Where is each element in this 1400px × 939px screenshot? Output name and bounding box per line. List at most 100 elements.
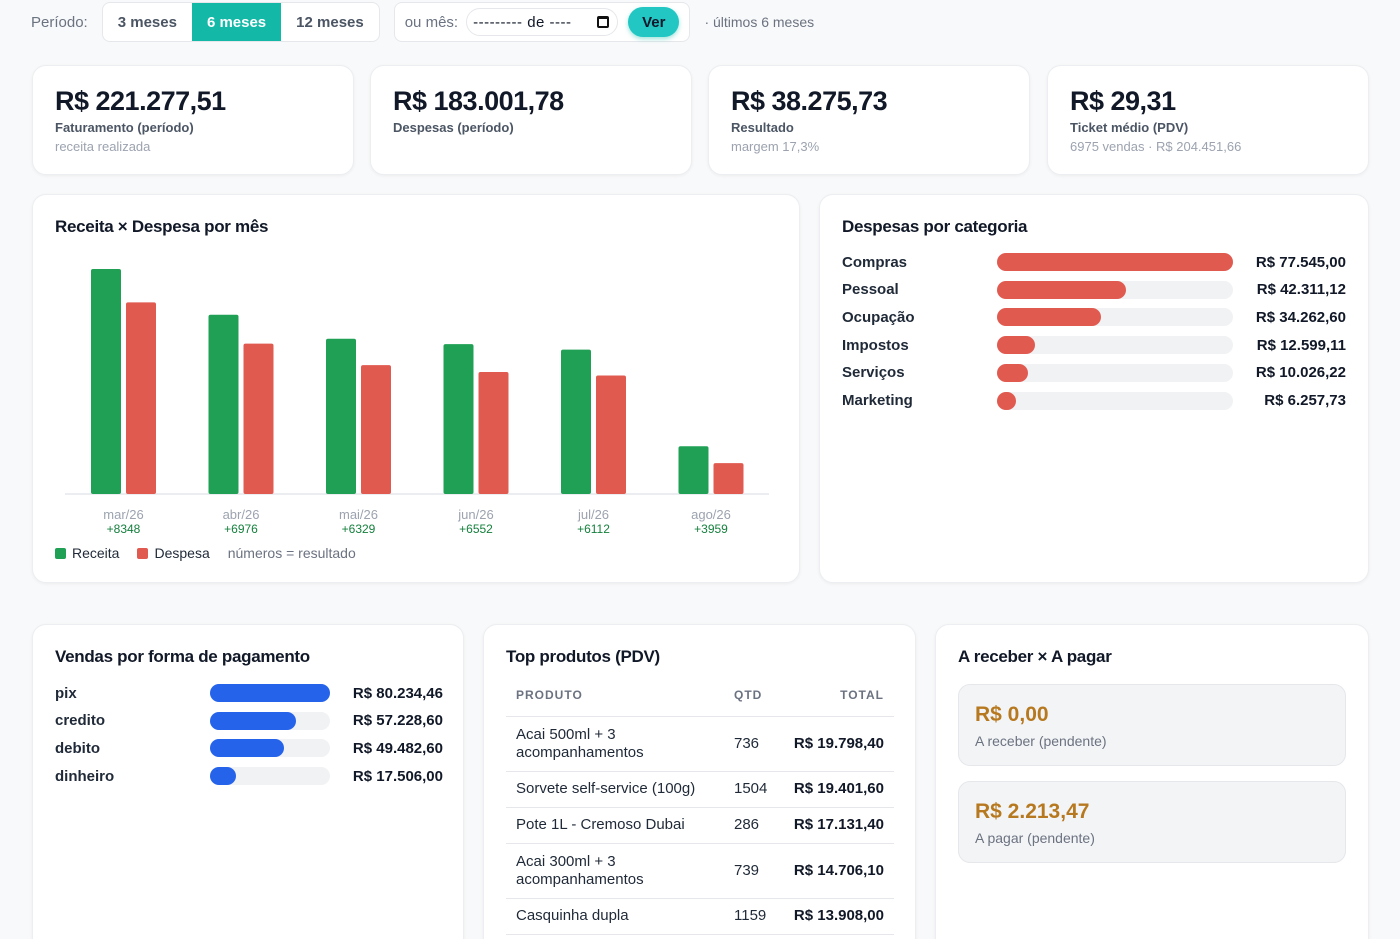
bar-row: Ocupação R$ 34.262,60 <box>842 307 1346 327</box>
kpi-sub: 6975 vendas · R$ 204.451,66 <box>1070 139 1242 154</box>
bar-receita[interactable] <box>208 314 239 494</box>
bar-fill <box>997 308 1102 327</box>
bar-row-label: Ocupação <box>842 308 915 326</box>
bar-row: Impostos R$ 12.599,11 <box>842 335 1346 355</box>
revenue-expense-chart: mar/26+8348abr/26+6976mai/26+6329jun/26+… <box>65 269 769 536</box>
bar-despesa[interactable] <box>243 343 274 494</box>
cell-total: R$ 13.908,00 <box>780 898 894 935</box>
ver-button[interactable]: Ver <box>628 7 680 37</box>
bar-row-amount: R$ 42.311,12 <box>1256 281 1346 299</box>
result-label: +6976 <box>224 522 258 536</box>
cell-total: R$ 17.131,40 <box>780 807 894 844</box>
result-label: +6112 <box>577 522 610 536</box>
chart-legend: Receita Despesa números = resultado <box>55 545 356 561</box>
despesas-categoria-title: Despesas por categoria <box>842 217 1028 236</box>
bar-fill <box>210 767 237 786</box>
result-label: +6329 <box>342 522 376 536</box>
kpi-value: R$ 29,31 <box>1070 86 1176 116</box>
bar-row: Marketing R$ 6.257,73 <box>842 391 1346 411</box>
periodo-label: Período: <box>31 13 88 31</box>
bar-fill <box>997 363 1028 382</box>
period-option-12-meses[interactable]: 12 meses <box>296 13 364 31</box>
table-row: Pote 1L - Cremoso Dubai 286 R$ 17.131,40 <box>506 807 894 844</box>
bar-row: Pessoal R$ 42.311,12 <box>842 280 1346 300</box>
vendas-pagamento-title: Vendas por forma de pagamento <box>55 647 310 666</box>
bar-row-amount: R$ 10.026,22 <box>1255 364 1346 382</box>
vendas-pagamento-card: Vendas por forma de pagamento pix R$ 80.2… <box>32 624 464 939</box>
cell-qtd: 1504 <box>724 771 780 808</box>
bar-receita[interactable] <box>678 446 709 494</box>
bar-despesa[interactable] <box>361 365 391 494</box>
a-receber-value: R$ 0,00 <box>975 703 1049 726</box>
bar-row-label: Pessoal <box>842 281 899 299</box>
bar-track <box>210 767 330 786</box>
cell-qtd: 1159 <box>724 898 780 935</box>
bar-track <box>210 711 330 730</box>
x-tick-label: mar/26 <box>103 507 143 522</box>
bar-row: Serviços R$ 10.026,22 <box>842 363 1346 383</box>
bar-row-amount: R$ 57.228,60 <box>352 712 443 730</box>
calendar-icon[interactable] <box>597 16 610 28</box>
top-produtos-table: PRODUTO QTD TOTAL Acai 500ml + 3 acompan… <box>506 674 894 935</box>
bar-fill <box>997 391 1017 410</box>
period-option-3-meses[interactable]: 3 meses <box>117 13 177 31</box>
bar-row-label: Impostos <box>842 336 909 354</box>
kpi-label: Resultado <box>731 120 794 135</box>
x-tick-label: jun/26 <box>457 507 493 522</box>
cell-total: R$ 19.798,40 <box>780 716 894 772</box>
kpi-value: R$ 183.001,78 <box>393 86 564 116</box>
x-tick-label: mai/26 <box>339 507 378 522</box>
result-label: +6552 <box>459 522 493 536</box>
bar-row-label: debito <box>55 739 100 757</box>
cell-produto: Pote 1L - Cremoso Dubai <box>506 807 724 844</box>
bar-row-label: pix <box>55 684 77 702</box>
bar-despesa[interactable] <box>713 463 744 494</box>
bar-row-label: credito <box>55 712 106 730</box>
kpi-card-despesas: R$ 183.001,78 Despesas (período) <box>370 65 692 175</box>
bar-row-amount: R$ 12.599,11 <box>1256 336 1346 354</box>
kpi-label: Ticket médio (PDV) <box>1070 120 1189 135</box>
bar-row-label: Serviços <box>842 364 905 382</box>
bar-row-label: Compras <box>842 253 908 271</box>
period-segmented-control: 3 meses 6 meses 12 meses <box>101 2 380 42</box>
bar-fill <box>997 253 1233 271</box>
bar-row-amount: R$ 80.234,46 <box>352 684 443 702</box>
bar-receita[interactable] <box>91 269 121 494</box>
cell-total: R$ 19.401,60 <box>780 771 894 808</box>
month-input[interactable]: --------- de ---- <box>466 8 619 36</box>
legend-swatch-despesa <box>137 547 149 559</box>
table-row: Acai 300ml + 3 acompanhamentos 739 R$ 14.7… <box>506 843 894 899</box>
bar-row: credito R$ 57.228,60 <box>55 711 443 731</box>
bar-despesa[interactable] <box>596 375 626 494</box>
despesas-categoria-card: Despesas por categoria Compras R$ 77.545,… <box>819 194 1369 583</box>
top-produtos-title: Top produtos (PDV) <box>506 647 660 666</box>
bar-row-label: dinheiro <box>55 767 115 785</box>
month-picker-box: ou mês: --------- de ---- Ver <box>393 2 691 42</box>
bar-track <box>997 391 1233 410</box>
kpi-card-ticket-medio: R$ 29,31 Ticket médio (PDV) 6975 vendas … <box>1047 65 1369 175</box>
bar-receita[interactable] <box>443 344 474 494</box>
kpi-sub: margem 17,3% <box>731 139 820 154</box>
a-receber-label: A receber (pendente) <box>975 733 1107 749</box>
legend-receita: Receita <box>72 545 120 561</box>
cell-produto: Sorvete self-service (100g) <box>506 771 724 808</box>
bar-despesa[interactable] <box>478 372 509 494</box>
col-produto: PRODUTO <box>506 674 724 717</box>
table-row: Casquinha dupla 1159 R$ 13.908,00 <box>506 898 894 935</box>
cell-qtd: 736 <box>724 716 780 772</box>
bar-fill <box>997 280 1126 299</box>
bar-despesa[interactable] <box>126 302 156 494</box>
period-option-6-meses[interactable]: 6 meses <box>191 3 282 41</box>
month-label: ou mês: <box>404 13 459 31</box>
result-label: +3959 <box>694 522 728 536</box>
cell-produto: Casquinha dupla <box>506 898 724 935</box>
result-label: +8348 <box>107 522 141 536</box>
kpi-value: R$ 221.277,51 <box>55 86 226 116</box>
kpi-card-faturamento: R$ 221.277,51 Faturamento (período) rece… <box>32 65 354 175</box>
bar-receita[interactable] <box>561 349 591 494</box>
bar-row-amount: R$ 49.482,60 <box>352 739 443 757</box>
col-qtd: QTD <box>724 674 780 717</box>
cell-produto: Acai 500ml + 3 acompanhamentos <box>506 716 724 772</box>
a-receber-box: R$ 0,00 A receber (pendente) <box>958 684 1346 766</box>
bar-receita[interactable] <box>326 338 356 494</box>
